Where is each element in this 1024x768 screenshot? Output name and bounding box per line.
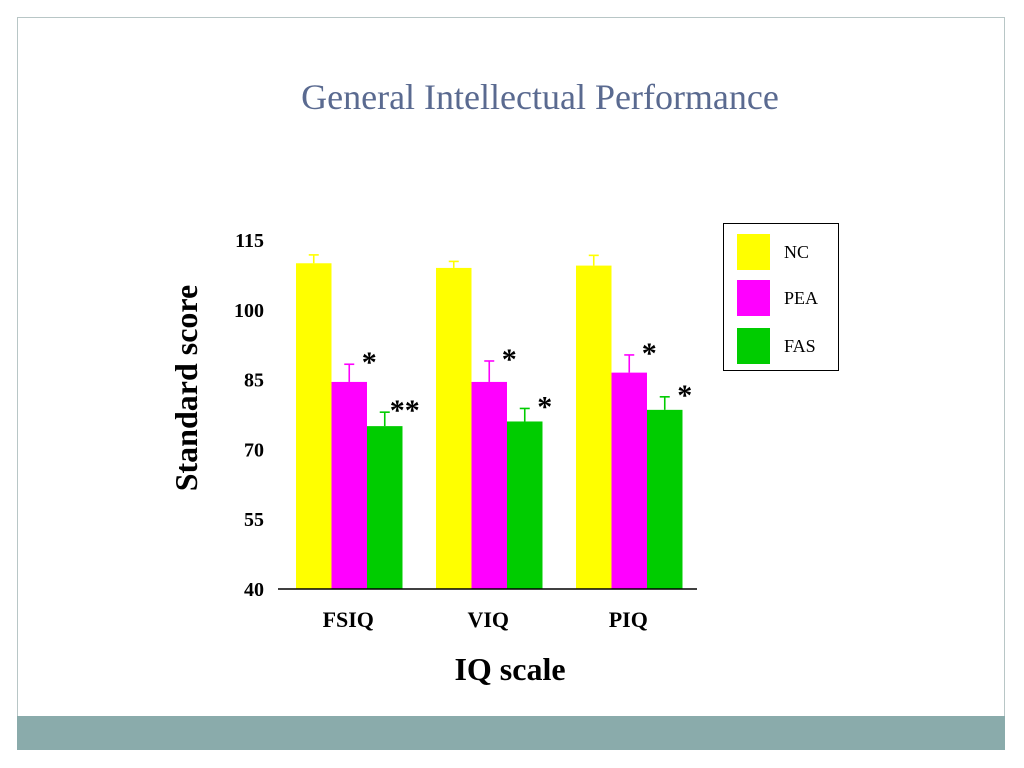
error-bar-piq-pea <box>624 354 635 373</box>
bar-piq-fas <box>647 409 683 589</box>
legend-item-nc: NC <box>737 234 837 270</box>
y-tick-label: 70 <box>244 439 264 461</box>
significance-marker: * <box>677 379 692 412</box>
legend-item-fas: FAS <box>737 328 837 364</box>
bars-layer <box>296 254 683 589</box>
legend-label-fas: FAS <box>784 336 816 356</box>
bar-viq-nc <box>436 267 472 589</box>
bar-piq-pea <box>611 372 647 589</box>
y-tick-label: 100 <box>234 300 264 322</box>
legend-label-pea: PEA <box>784 288 819 308</box>
x-tick-label-piq: PIQ <box>609 607 648 632</box>
significance-marker: * <box>642 337 657 370</box>
significance-marker: * <box>362 346 377 379</box>
legend-item-pea: PEA <box>737 280 837 316</box>
bar-viq-pea <box>471 381 507 589</box>
y-axis-title: Standard score <box>168 285 204 492</box>
legend-swatch-nc <box>737 234 770 270</box>
error-bar-piq-nc <box>588 254 599 266</box>
error-bar-viq-nc <box>448 260 459 268</box>
significance-marker: * <box>537 390 552 423</box>
x-tick-label-fsiq: FSIQ <box>323 607 374 632</box>
x-tick-label-viq: VIQ <box>467 607 509 632</box>
error-bar-piq-fas <box>659 396 670 410</box>
error-bar-fsiq-pea <box>344 363 355 382</box>
significance-marker: * <box>502 343 517 376</box>
slide-frame <box>17 17 1005 750</box>
legend-swatch-pea <box>737 280 770 316</box>
bar-fsiq-fas <box>367 426 403 589</box>
footer-band <box>17 716 1005 750</box>
error-bar-viq-fas <box>519 407 530 422</box>
legend-swatch-fas <box>737 328 770 364</box>
y-tick-label: 85 <box>244 370 264 392</box>
bar-fsiq-pea <box>331 381 367 589</box>
bar-fsiq-nc <box>296 263 332 589</box>
bar-viq-fas <box>507 421 543 589</box>
error-bar-fsiq-fas <box>379 411 390 427</box>
legend-label-nc: NC <box>784 242 810 262</box>
error-bar-fsiq-nc <box>308 254 319 264</box>
y-tick-label: 55 <box>244 509 264 531</box>
significance-marker: ** <box>390 394 420 427</box>
legend: NC PEA FAS <box>723 223 839 371</box>
y-tick-label: 40 <box>244 579 264 601</box>
y-tick-label: 115 <box>235 230 264 252</box>
bar-piq-nc <box>576 265 612 589</box>
slide-title: General Intellectual Performance <box>301 77 779 117</box>
label-layer: 40 55 70 85 100 115 FSIQ VIQ PIQ IQ scale Standard… <box>168 230 692 687</box>
error-bar-viq-pea <box>484 360 495 382</box>
x-axis-title: IQ scale <box>454 651 565 687</box>
